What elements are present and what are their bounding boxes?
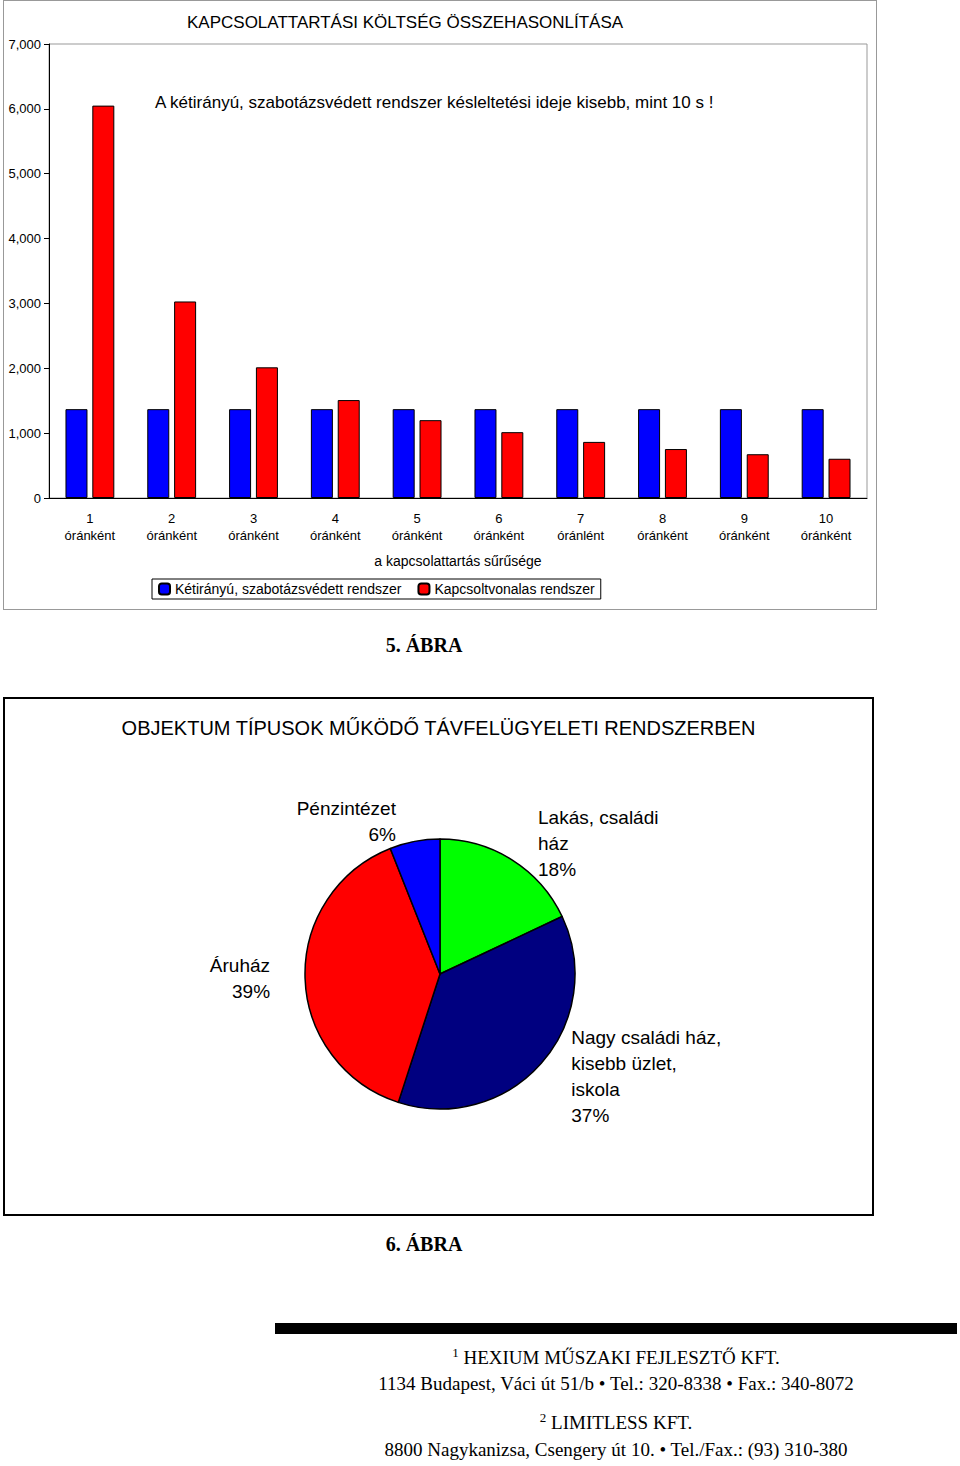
svg-text:6%: 6% <box>368 824 396 845</box>
svg-text:óránként: óránként <box>65 528 116 543</box>
html-text:5. ÁBRA: 5. ÁBRA <box>385 634 463 656</box>
svg-text:5: 5 <box>413 511 420 526</box>
html-text:8800 Nagykanizsa, Csengery út: 8800 Nagykanizsa, Csengery út 10. • Tel.… <box>384 1438 848 1460</box>
svg-text:Kétirányú, szabotázsvédett ren: Kétirányú, szabotázsvédett rendszer <box>175 581 402 597</box>
svg-text:9: 9 <box>741 511 748 526</box>
html-text:6. ÁBRA: 6. ÁBRA <box>385 1233 463 1255</box>
svg-text:óránként: óránként <box>310 528 361 543</box>
svg-text:8: 8 <box>659 511 666 526</box>
svg-text:óránként: óránként <box>146 528 197 543</box>
svg-text:Kapcsoltvonalas rendszer: Kapcsoltvonalas rendszer <box>434 581 595 597</box>
svg-text:OBJEKTUM TÍPUSOK MŰKÖDŐ TÁVFEL: OBJEKTUM TÍPUSOK MŰKÖDŐ TÁVFELÜGYELETI R… <box>122 717 756 739</box>
svg-text:4: 4 <box>332 511 339 526</box>
svg-text:3: 3 <box>250 511 257 526</box>
svg-text:óránként: óránként <box>637 528 688 543</box>
html-text:1HEXIUM MŰSZAKI FEJLESZTŐ KFT.: 1HEXIUM MŰSZAKI FEJLESZTŐ KFT. <box>452 1345 780 1369</box>
svg-text:3,000: 3,000 <box>8 296 41 311</box>
svg-text:a kapcsolattartás sűrűsége: a kapcsolattartás sűrűsége <box>374 553 542 569</box>
svg-text:37%: 37% <box>571 1105 609 1126</box>
svg-text:1: 1 <box>86 511 93 526</box>
svg-text:6: 6 <box>495 511 502 526</box>
svg-text:5,000: 5,000 <box>8 166 41 181</box>
html-text:1134 Budapest, Váci út 51/b •: 1134 Budapest, Váci út 51/b • Tel.: 320-… <box>378 1373 854 1395</box>
svg-text:óránként: óránként <box>228 528 279 543</box>
svg-text:óránlént: óránlént <box>557 528 604 543</box>
svg-text:óránként: óránként <box>719 528 770 543</box>
svg-text:óránként: óránként <box>392 528 443 543</box>
svg-text:kisebb üzlet,: kisebb üzlet, <box>571 1053 677 1074</box>
svg-text:A kétirányú, szabotázsvédett r: A kétirányú, szabotázsvédett rendszer ké… <box>155 93 713 112</box>
svg-text:6,000: 6,000 <box>8 101 41 116</box>
svg-text:Áruház: Áruház <box>210 955 270 976</box>
svg-text:4,000: 4,000 <box>8 231 41 246</box>
svg-text:18%: 18% <box>538 859 576 880</box>
svg-text:2,000: 2,000 <box>8 361 41 376</box>
svg-text:óránként: óránként <box>801 528 852 543</box>
svg-text:KAPCSOLATTARTÁSI KÖLTSÉG ÖSSZE: KAPCSOLATTARTÁSI KÖLTSÉG ÖSSZEHASONLÍTÁS… <box>187 13 624 32</box>
svg-text:óránként: óránként <box>474 528 525 543</box>
svg-text:Lakás, családi: Lakás, családi <box>538 807 658 828</box>
svg-text:Nagy családi ház,: Nagy családi ház, <box>571 1027 721 1048</box>
svg-text:39%: 39% <box>232 981 270 1002</box>
html-text:2LIMITLESS KFT.: 2LIMITLESS KFT. <box>539 1410 693 1434</box>
svg-text:Pénzintézet: Pénzintézet <box>297 798 397 819</box>
svg-text:0: 0 <box>34 491 41 506</box>
svg-text:ház: ház <box>538 833 569 854</box>
svg-text:1,000: 1,000 <box>8 426 41 441</box>
svg-text:10: 10 <box>819 511 833 526</box>
svg-text:2: 2 <box>168 511 175 526</box>
svg-text:7,000: 7,000 <box>8 37 41 52</box>
svg-text:7: 7 <box>577 511 584 526</box>
svg-text:iskola: iskola <box>571 1079 620 1100</box>
